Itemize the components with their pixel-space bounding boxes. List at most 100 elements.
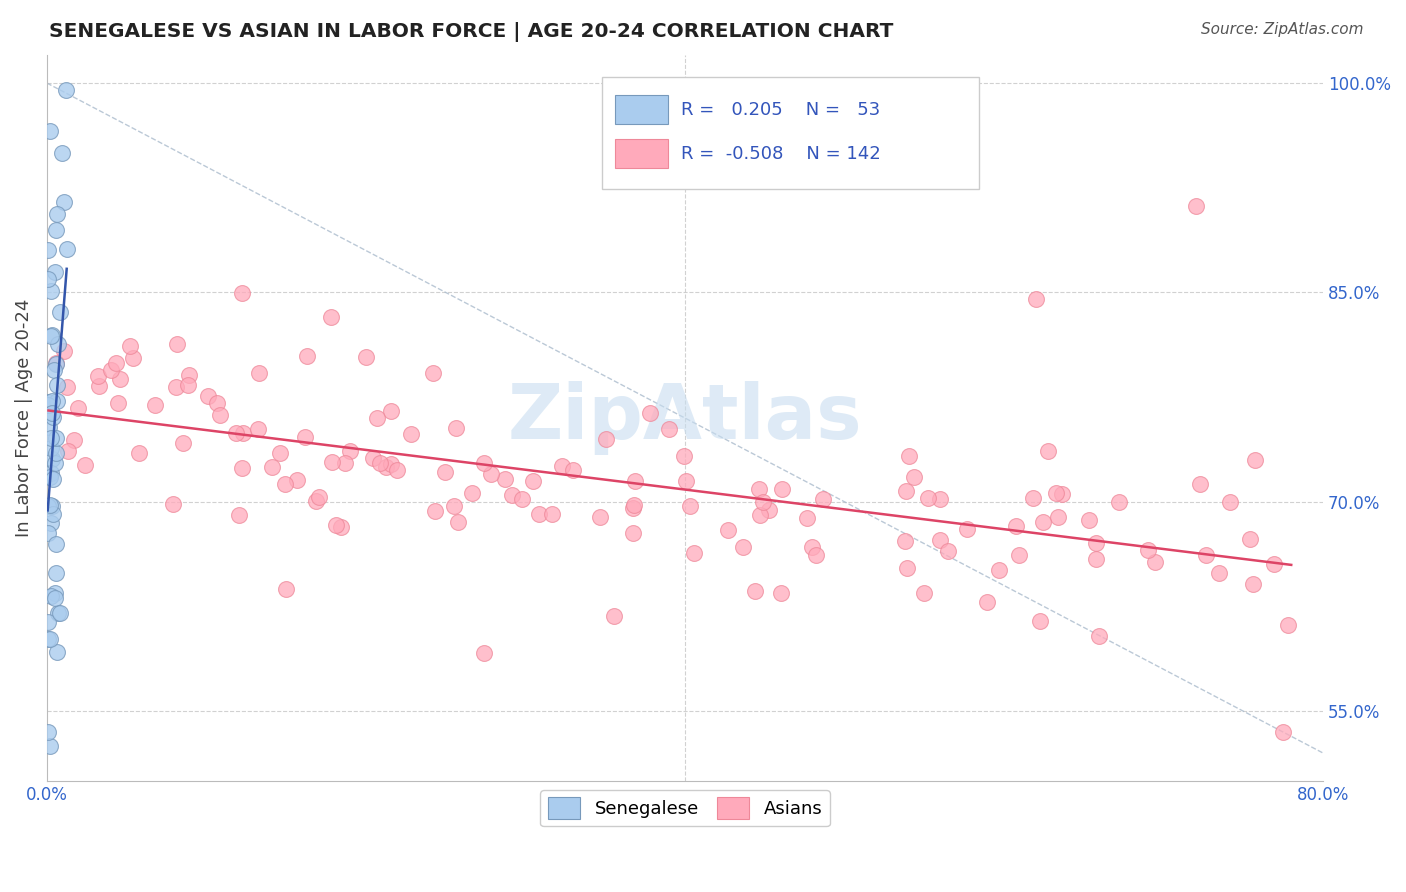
Asians	[1045, 485, 1067, 500]
Asians	[472, 456, 495, 470]
Asians	[73, 458, 96, 472]
Asians	[461, 485, 484, 500]
Asians	[501, 488, 523, 502]
Asians	[1029, 614, 1052, 628]
Asians	[380, 457, 402, 471]
Asians	[87, 368, 110, 383]
Asians	[1108, 495, 1130, 509]
Asians	[929, 492, 952, 507]
Asians	[1263, 557, 1285, 571]
Asians	[621, 500, 644, 515]
Senegalese	[42, 472, 65, 486]
Senegalese	[46, 645, 69, 659]
Asians	[356, 350, 378, 364]
Asians	[541, 507, 564, 521]
Senegalese	[37, 725, 59, 739]
Asians	[285, 473, 308, 487]
Asians	[380, 404, 402, 418]
Text: Source: ZipAtlas.com: Source: ZipAtlas.com	[1201, 22, 1364, 37]
Senegalese	[44, 591, 66, 606]
Asians	[118, 339, 141, 353]
Senegalese	[41, 393, 63, 408]
Asians	[67, 401, 90, 415]
Text: R =  -0.508    N = 142: R = -0.508 N = 142	[681, 145, 882, 163]
Asians	[105, 356, 128, 370]
Senegalese	[45, 537, 67, 551]
Senegalese	[39, 470, 62, 484]
Senegalese	[44, 585, 66, 599]
Asians	[1136, 542, 1159, 557]
FancyBboxPatch shape	[602, 77, 979, 189]
Asians	[621, 525, 644, 540]
Asians	[197, 388, 219, 402]
Asians	[494, 472, 516, 486]
Asians	[1195, 548, 1218, 562]
Senegalese	[39, 466, 62, 480]
Asians	[769, 585, 792, 599]
Senegalese	[46, 607, 69, 621]
Senegalese	[45, 357, 67, 371]
Asians	[232, 425, 254, 440]
Senegalese	[37, 615, 59, 630]
Senegalese	[41, 500, 63, 514]
Asians	[1189, 477, 1212, 491]
Asians	[444, 421, 467, 435]
Asians	[1277, 618, 1299, 632]
Asians	[529, 507, 551, 521]
Asians	[749, 508, 772, 522]
Senegalese	[37, 243, 59, 257]
Senegalese	[39, 498, 62, 512]
Y-axis label: In Labor Force | Age 20-24: In Labor Force | Age 20-24	[15, 299, 32, 537]
Asians	[510, 492, 533, 507]
Senegalese	[37, 499, 59, 513]
Asians	[231, 286, 253, 301]
Asians	[679, 500, 702, 514]
Asians	[673, 449, 696, 463]
Asians	[385, 463, 408, 477]
Asians	[107, 396, 129, 410]
Asians	[128, 446, 150, 460]
Asians	[744, 584, 766, 599]
Asians	[366, 411, 388, 425]
Asians	[1022, 491, 1045, 505]
Asians	[1208, 566, 1230, 581]
Asians	[1025, 293, 1047, 307]
Asians	[1272, 725, 1295, 739]
Asians	[321, 455, 343, 469]
Senegalese	[45, 222, 67, 236]
Legend: Senegalese, Asians: Senegalese, Asians	[540, 790, 830, 826]
Senegalese	[39, 431, 62, 445]
Asians	[325, 518, 347, 533]
Asians	[1047, 510, 1070, 524]
Asians	[274, 477, 297, 491]
Text: R =   0.205    N =   53: R = 0.205 N = 53	[681, 102, 880, 120]
Asians	[770, 482, 793, 496]
Senegalese	[39, 123, 62, 137]
Senegalese	[45, 207, 67, 221]
Asians	[208, 409, 231, 423]
Asians	[295, 349, 318, 363]
Asians	[623, 475, 645, 489]
Asians	[446, 515, 468, 529]
Asians	[333, 456, 356, 470]
Asians	[434, 465, 457, 479]
Senegalese	[48, 304, 70, 318]
Senegalese	[37, 526, 59, 541]
Asians	[425, 504, 447, 518]
Asians	[1050, 486, 1073, 500]
Text: ZipAtlas: ZipAtlas	[508, 381, 862, 455]
Senegalese	[46, 378, 69, 392]
Asians	[929, 533, 952, 548]
Asians	[1036, 444, 1059, 458]
Asians	[443, 499, 465, 513]
Asians	[987, 563, 1010, 577]
Asians	[522, 474, 544, 488]
Asians	[1219, 494, 1241, 508]
Asians	[172, 436, 194, 450]
Asians	[801, 540, 824, 554]
Asians	[813, 492, 835, 507]
Asians	[752, 494, 775, 508]
Asians	[308, 490, 330, 504]
Asians	[1077, 513, 1099, 527]
Senegalese	[42, 362, 65, 376]
